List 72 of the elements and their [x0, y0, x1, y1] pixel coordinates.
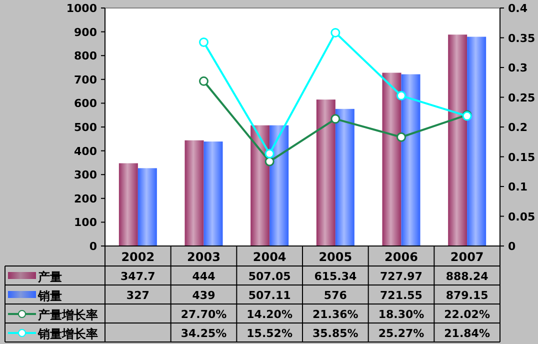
data-label: 615.34 [314, 270, 357, 283]
point [264, 156, 274, 166]
y2-tick-label: 0 [508, 240, 516, 253]
point [396, 132, 406, 142]
y2-tick-label: 0.15 [508, 150, 536, 164]
y2-tick-label: 0.4 [508, 2, 528, 15]
data-label: 21.84% [444, 327, 490, 340]
data-label: 18.30% [378, 308, 424, 321]
point [199, 76, 208, 86]
data-label: 439 [192, 289, 216, 302]
bar [335, 108, 354, 246]
data-label: 727.97 [380, 270, 422, 283]
y2-tick-label: 0.25 [508, 91, 536, 104]
x-tick-label: 2002 [121, 250, 155, 264]
data-label: 35.85% [312, 327, 358, 340]
x-tick-label: 2007 [450, 250, 484, 264]
data-label: 507.11 [248, 289, 291, 302]
y-tick-label: 900 [74, 26, 98, 39]
y-tick-label: 0 [89, 240, 98, 253]
bar [382, 72, 402, 246]
data-label: 576 [324, 289, 348, 302]
data-label: 507.05 [248, 270, 291, 283]
y-tick-label: 1000 [66, 2, 98, 15]
y-tick-label: 800 [74, 50, 98, 63]
y2-tick-label: 0.35 [508, 32, 536, 45]
legend-label: 销量 [37, 289, 62, 303]
data-label: 34.25% [180, 327, 227, 340]
data-label: 879.15 [446, 289, 488, 302]
data-label: 15.52% [246, 327, 292, 340]
bar [448, 34, 468, 246]
legend-label: 销量增长率 [37, 327, 98, 341]
bar [118, 163, 138, 246]
y-tick-label: 500 [74, 121, 98, 134]
bar [270, 125, 289, 246]
y-tick-label: 600 [74, 97, 98, 110]
data-label: 21.36% [312, 308, 358, 321]
data-label: 22.02% [444, 308, 490, 321]
data-label: 25.27% [378, 327, 424, 340]
data-label: 444 [192, 270, 216, 283]
y-tick-label: 300 [74, 168, 98, 182]
y2-tick-label: 0.05 [508, 210, 536, 224]
bar [184, 140, 204, 246]
bar [467, 36, 486, 246]
legend-label: 产量 [37, 270, 62, 284]
data-label: 14.20% [246, 308, 292, 321]
data-label: 327 [126, 289, 150, 302]
y-tick-label: 200 [74, 192, 98, 206]
data-label: 27.70% [180, 308, 227, 321]
y-tick-label: 400 [74, 144, 98, 158]
bar [250, 125, 270, 246]
bar [204, 142, 223, 246]
data-label: 888.24 [446, 270, 489, 283]
point [330, 28, 340, 38]
point [199, 37, 208, 47]
point [330, 114, 340, 124]
y2-tick-label: 0.2 [508, 121, 528, 134]
x-tick-label: 2004 [252, 250, 286, 264]
x-tick-label: 2003 [187, 250, 220, 264]
x-tick-label: 2005 [318, 250, 352, 264]
data-label: 721.55 [380, 289, 422, 302]
data-label: 347.7 [120, 270, 156, 283]
bar [138, 168, 157, 246]
point [396, 90, 406, 100]
y2-tick-label: 0.1 [508, 180, 528, 194]
x-tick-label: 2006 [384, 250, 418, 264]
y2-tick-label: 0.3 [508, 62, 528, 74]
point [264, 148, 274, 158]
bar [316, 100, 336, 246]
y-tick-label: 700 [74, 73, 98, 86]
legend-label: 产量增长率 [37, 308, 98, 322]
y-tick-label: 100 [74, 216, 98, 230]
bar [401, 74, 420, 246]
